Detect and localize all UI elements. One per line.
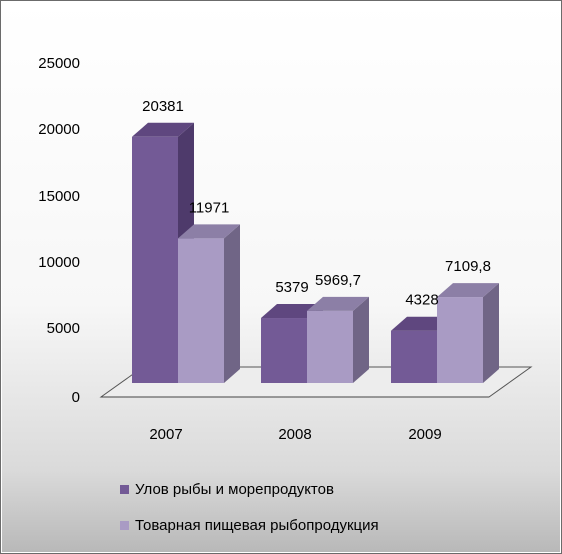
legend-entry: Товарная пищевая рыбопродукция [120, 517, 379, 534]
legend-label: Товарная пищевая рыбопродукция [135, 517, 379, 534]
y-tick-label: 20000 [38, 121, 80, 138]
bar-top [307, 296, 369, 311]
bar-front [132, 136, 178, 383]
data-label: 5379 [275, 279, 308, 296]
bar [437, 283, 499, 383]
bar-side [483, 283, 499, 383]
bar-top [437, 283, 499, 298]
data-label: 11971 [189, 199, 230, 216]
y-tick-label: 5000 [47, 320, 80, 337]
y-tick-label: 25000 [38, 55, 80, 72]
data-labels: 20381 11971 5379 5969,7 4328 7109,8 [142, 98, 491, 309]
x-tick-label: 2009 [408, 426, 441, 443]
y-tick-label: 10000 [38, 254, 80, 271]
bar-side [224, 224, 240, 383]
bar-front [391, 330, 437, 383]
legend-entry: Улов рыбы и морепродуктов [120, 481, 334, 498]
x-axis-ticks: 2007 2008 2009 [149, 426, 441, 443]
bar-front [307, 310, 353, 383]
bars [132, 122, 499, 384]
legend-swatch [120, 485, 129, 494]
y-tick-label: 0 [72, 389, 80, 406]
data-label: 5969,7 [315, 272, 361, 289]
bar-top [178, 224, 240, 239]
bar-side [353, 296, 369, 383]
bar-front [178, 238, 224, 383]
bar-front [437, 297, 483, 383]
data-label: 20381 [142, 98, 184, 115]
bar [307, 296, 369, 383]
legend-label: Улов рыбы и морепродуктов [135, 481, 334, 498]
data-label: 7109,8 [445, 258, 491, 275]
bar-top [132, 122, 194, 137]
y-axis-ticks: 0 5000 10000 15000 20000 25000 [38, 55, 80, 406]
legend-swatch [120, 521, 129, 530]
x-tick-label: 2008 [278, 426, 311, 443]
bar [178, 224, 240, 383]
bar-front [261, 318, 307, 383]
data-label: 4328 [405, 292, 438, 309]
y-tick-label: 15000 [38, 188, 80, 205]
x-tick-label: 2007 [149, 426, 182, 443]
